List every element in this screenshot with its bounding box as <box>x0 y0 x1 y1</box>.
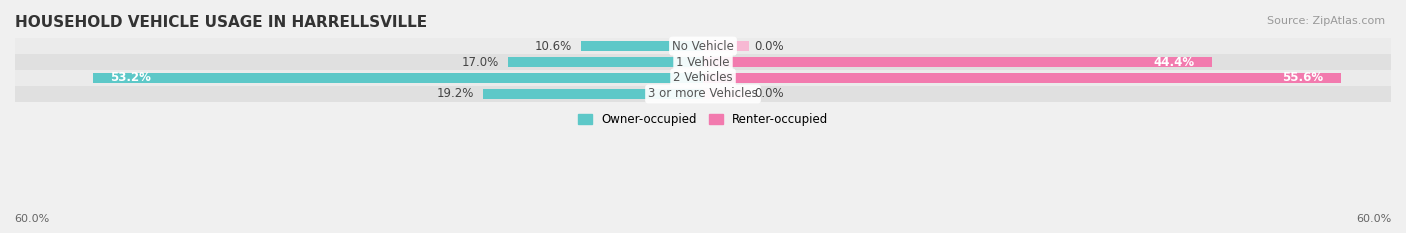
Text: Source: ZipAtlas.com: Source: ZipAtlas.com <box>1267 16 1385 26</box>
Bar <box>93 73 703 83</box>
Text: 53.2%: 53.2% <box>110 72 150 85</box>
Text: 19.2%: 19.2% <box>436 87 474 100</box>
Bar <box>703 57 1212 67</box>
Bar <box>508 57 703 67</box>
Text: 60.0%: 60.0% <box>1357 214 1392 224</box>
Bar <box>582 41 703 51</box>
Bar <box>703 89 749 99</box>
Text: 10.6%: 10.6% <box>536 40 572 53</box>
Bar <box>15 86 1391 102</box>
Text: No Vehicle: No Vehicle <box>672 40 734 53</box>
Text: 60.0%: 60.0% <box>14 214 49 224</box>
Text: 55.6%: 55.6% <box>1282 72 1323 85</box>
Text: 0.0%: 0.0% <box>755 40 785 53</box>
Text: HOUSEHOLD VEHICLE USAGE IN HARRELLSVILLE: HOUSEHOLD VEHICLE USAGE IN HARRELLSVILLE <box>15 15 427 30</box>
Text: 0.0%: 0.0% <box>755 87 785 100</box>
Bar <box>15 70 1391 86</box>
Bar <box>15 54 1391 70</box>
Bar <box>703 41 749 51</box>
Text: 3 or more Vehicles: 3 or more Vehicles <box>648 87 758 100</box>
Text: 17.0%: 17.0% <box>461 55 499 69</box>
Text: 44.4%: 44.4% <box>1154 55 1195 69</box>
Bar <box>703 73 1340 83</box>
Text: 1 Vehicle: 1 Vehicle <box>676 55 730 69</box>
Legend: Owner-occupied, Renter-occupied: Owner-occupied, Renter-occupied <box>572 109 834 131</box>
Text: 2 Vehicles: 2 Vehicles <box>673 72 733 85</box>
Bar <box>15 38 1391 54</box>
Bar <box>482 89 703 99</box>
